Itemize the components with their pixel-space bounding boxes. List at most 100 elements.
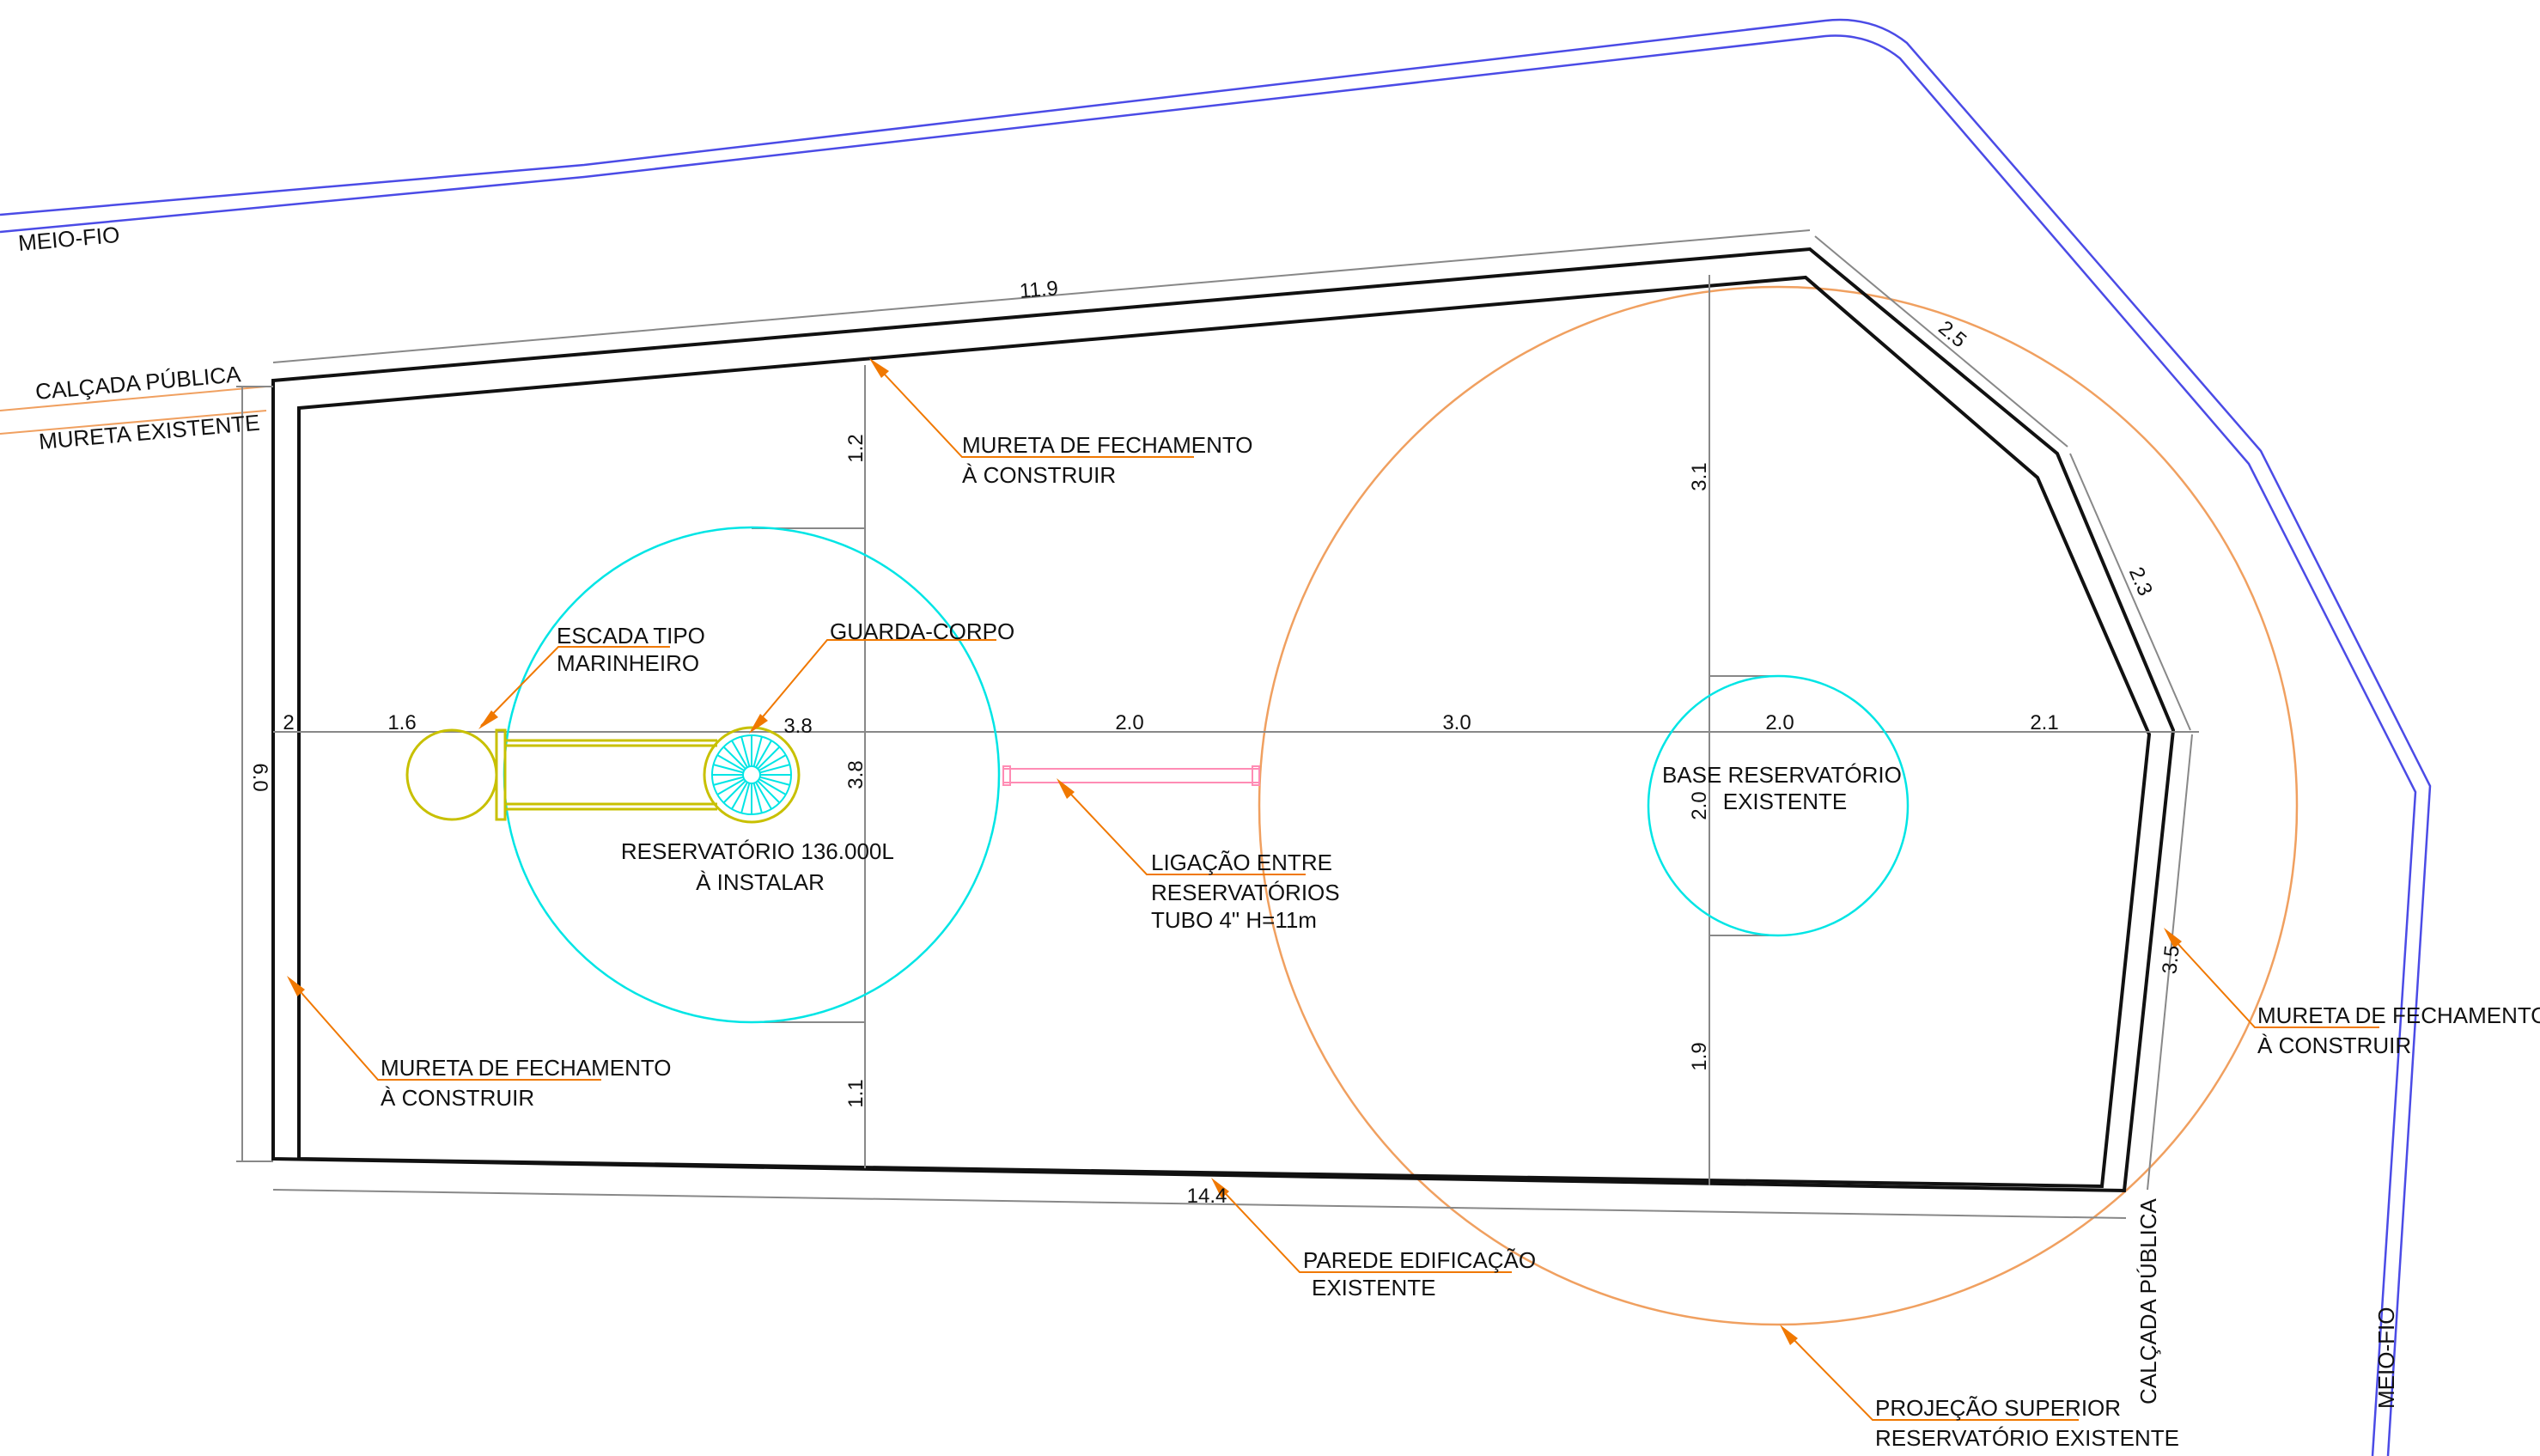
arrowhead-mureta-right (2164, 928, 2182, 948)
new-tank-circle (503, 526, 1001, 1024)
mureta-top-line-2: À CONSTRUIR (962, 462, 1116, 488)
meio-fio-top-label: MEIO-FIO (17, 222, 121, 256)
mureta-existente-line (0, 410, 267, 435)
projecao-line-2: RESERVATÓRIO EXISTENTE (1875, 1425, 2179, 1451)
manhole-spoke (740, 783, 751, 813)
arrowhead-parede (1211, 1178, 1229, 1198)
dim-chain-1: 1.6 (387, 711, 416, 734)
dim-chain-0: 2 (283, 711, 294, 734)
dim-top-wall: 11.9 (1019, 277, 1059, 303)
curb-lines (0, 18, 2432, 1456)
wall-outer (271, 247, 2176, 1193)
calcada-bottom-label: CALÇADA PÚBLICA (2135, 1197, 2161, 1404)
leader-ligacao (1058, 781, 1306, 875)
mureta-right-label: MURETA DE FECHAMENTO À CONSTRUIR (2257, 1002, 2540, 1058)
arrowhead-projecao (1780, 1325, 1798, 1345)
dim-chain-3: 2.0 (1115, 711, 1143, 734)
site-walls (271, 247, 2176, 1193)
manhole-rosette-icon (703, 726, 801, 824)
ligacao-line-2: RESERVATÓRIOS (1151, 880, 1340, 905)
mureta-left-line-2: À CONSTRUIR (381, 1085, 534, 1111)
ladder-landing-circle (405, 728, 498, 821)
dim-existing-top-gap: 3.1 (1688, 462, 1711, 490)
parede-label: PAREDE EDIFICAÇÃO EXISTENTE (1303, 1247, 1542, 1301)
manhole-spoke (713, 764, 744, 774)
manhole-spoke (713, 776, 744, 786)
manhole-spoke (716, 754, 745, 771)
manhole-spoke (758, 754, 787, 771)
leader-arrowheads (287, 358, 2182, 1345)
manhole-spoke (752, 736, 763, 767)
parede-line-2: EXISTENTE (1312, 1275, 1435, 1301)
dim-right-wall: 3.5 (2158, 944, 2184, 975)
manhole-spoke (758, 778, 787, 795)
base-existente-line-1: BASE RESERVATÓRIO (1662, 762, 1902, 788)
manhole-spoke (740, 736, 751, 767)
manhole-spoke (759, 776, 790, 786)
arrowhead-escada (478, 710, 498, 729)
mureta-left-line-1: MURETA DE FECHAMENTO (381, 1055, 672, 1081)
guide-lines (236, 229, 2199, 1219)
dim-existing-bottom-gap: 1.9 (1688, 1042, 1711, 1070)
reservatorio-novo-line-1: RESERVATÓRIO 136.000L (621, 838, 893, 864)
ligacao-line-1: LIGAÇÃO ENTRE (1151, 850, 1332, 875)
dim-line-right (2147, 734, 2193, 1191)
leader-escada (480, 646, 670, 727)
calcada-line-left (0, 386, 267, 411)
annotation-labels: MURETA DE FECHAMENTO À CONSTRUIR MURETA … (381, 432, 2540, 1451)
dim-new-tank-top-gap: 1.2 (844, 434, 868, 462)
projecao-label: PROJEÇÃO SUPERIOR RESERVATÓRIO EXISTENTE (1875, 1395, 2179, 1451)
mureta-left-label: MURETA DE FECHAMENTO À CONSTRUIR (381, 1055, 678, 1111)
dim-diag-lower: 2.3 (2124, 564, 2157, 599)
pipe-end-left (1002, 765, 1011, 786)
mureta-existente-label: MURETA EXISTENTE (38, 410, 261, 454)
ligacao-line-3: TUBO 4" H=11m (1151, 907, 1317, 933)
escada-label: ESCADA TIPO MARINHEIRO (557, 623, 711, 676)
pipe-body (1002, 768, 1260, 783)
leader-mureta-left (289, 978, 601, 1081)
manhole-spoke (755, 740, 772, 768)
wall-inner (297, 275, 2152, 1189)
manhole-spoke (755, 782, 772, 810)
connection-pipe (1002, 765, 1260, 786)
leader-mureta-right (2165, 930, 2379, 1028)
manhole-spoke (757, 780, 781, 804)
street-labels: MEIO-FIO CALÇADA PÚBLICA MURETA EXISTENT… (17, 222, 2399, 1409)
dim-chain-6: 2.1 (2030, 711, 2058, 734)
dim-chain-4: 3.0 (1442, 711, 1471, 734)
existing-tank-projection-circle (1258, 285, 2299, 1326)
curb-outer (0, 18, 2432, 1456)
dim-line-top (272, 229, 1811, 363)
arrowhead-mureta-top (869, 358, 889, 378)
manhole-spokes (712, 735, 791, 814)
ladder-platform (495, 728, 507, 821)
dim-bottom-wall: 14.4 (1187, 1185, 1227, 1208)
manhole-spoke (731, 740, 748, 768)
base-existente-line-2: EXISTENTE (1723, 789, 1847, 814)
reservatorio-novo-line-2: À INSTALAR (696, 869, 825, 895)
dim-chain-2: 3.8 (783, 715, 812, 738)
meio-fio-right-label: MEIO-FIO (2373, 1307, 2399, 1409)
ladder-and-rail (405, 728, 717, 821)
dim-existing-base-diameter: 2.0 (1688, 791, 1711, 819)
reservatorio-novo-label: RESERVATÓRIO 136.000L À INSTALAR (621, 838, 899, 895)
dim-new-tank-diameter: 3.8 (844, 760, 868, 789)
dim-new-tank-bottom-gap: 1.1 (844, 1079, 868, 1107)
mureta-right-line-1: MURETA DE FECHAMENTO (2257, 1002, 2540, 1028)
manhole-spoke (716, 778, 745, 795)
parede-line-1: PAREDE EDIFICAÇÃO (1303, 1247, 1536, 1273)
mureta-top-label: MURETA DE FECHAMENTO À CONSTRUIR (962, 432, 1259, 488)
guarda-corpo-line-1: GUARDA-CORPO (830, 618, 1014, 644)
projecao-line-1: PROJEÇÃO SUPERIOR (1875, 1395, 2121, 1421)
leader-parede (1213, 1180, 1512, 1273)
manhole-outer-circle (703, 726, 801, 824)
manhole-hub (742, 765, 761, 784)
ligacao-label: LIGAÇÃO ENTRE RESERVATÓRIOS TUBO 4" H=11… (1151, 850, 1346, 933)
sidewalk-lines (0, 386, 267, 435)
curb-inner (0, 34, 2417, 1456)
dim-chain-5: 2.0 (1765, 711, 1794, 734)
manhole-spoke (757, 746, 781, 770)
manhole-spoke (722, 780, 746, 804)
leader-lines (289, 360, 2379, 1421)
